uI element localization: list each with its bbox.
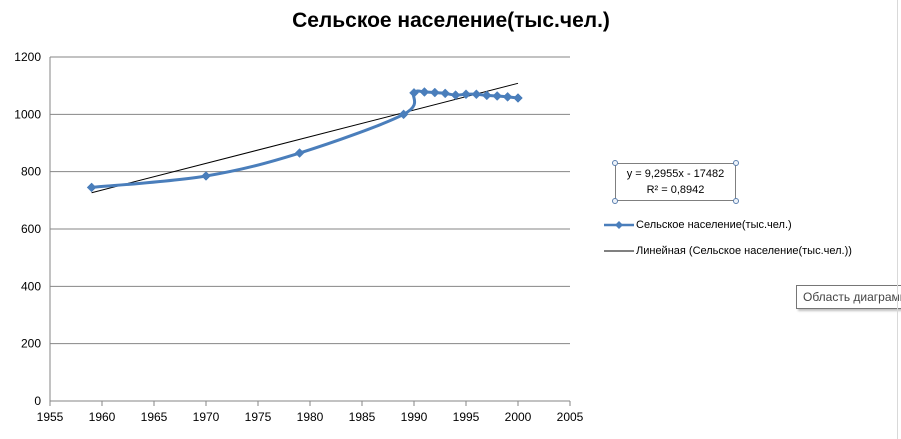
x-tick-label: 1960 [89,410,116,424]
y-tick-label: 400 [21,279,41,293]
x-tick-label: 1990 [401,410,428,424]
x-tick-label: 1985 [349,410,376,424]
trendline-equation: y = 9,2955x - 17482 [626,168,725,180]
resize-handle-bottom-left[interactable] [612,198,618,204]
resize-handle-bottom-right[interactable] [733,198,739,204]
series-line[interactable] [91,89,519,189]
resize-handle-top-right[interactable] [733,160,739,166]
data-point-marker[interactable] [409,87,419,98]
legend-trendline-label: Линейная (Сельское население(тыс.чел.)) [636,245,852,257]
x-tick-label: 2000 [505,410,532,424]
chart-title[interactable]: Сельское население(тыс.чел.) [292,9,610,32]
legend-item-trendline[interactable]: Линейная (Сельское население(тыс.чел.)) [604,245,852,257]
data-point-marker[interactable] [440,88,451,99]
data-point-marker[interactable] [429,87,440,98]
y-tick-label: 1000 [14,107,41,121]
x-tick-label: 2005 [557,410,584,424]
x-tick-label: 1970 [193,410,220,424]
data-point-marker[interactable] [513,93,523,103]
x-tick-label: 1955 [37,410,64,424]
legend-series-label: Сельское население(тыс.чел.) [636,219,792,231]
trendline[interactable] [91,82,519,194]
data-point-marker[interactable] [201,171,211,181]
y-tick-label: 1200 [14,50,41,64]
x-tick-label: 1980 [297,410,324,424]
chart-border-right [897,0,898,439]
data-point-marker[interactable] [398,109,409,120]
trendline-r-squared: R² = 0,8942 [646,184,705,196]
trendline-equation-label[interactable]: y = 9,2955x - 17482 R² = 0,8942 [615,163,736,201]
data-point-marker[interactable] [502,91,513,102]
x-tick-label: 1995 [453,410,480,424]
legend-item-series[interactable]: Сельское население(тыс.чел.) [604,219,792,231]
chart-area-tooltip: Область диаграммы [796,285,901,309]
x-tick-label: 1975 [245,410,272,424]
data-point-marker[interactable] [471,89,482,100]
data-point-marker[interactable] [461,89,471,100]
data-point-marker[interactable] [419,87,430,97]
data-point-marker[interactable] [450,90,461,100]
x-tick-label: 1965 [141,410,168,424]
y-tick-label: 600 [21,222,41,236]
resize-handle-top-left[interactable] [612,160,618,166]
y-tick-label: 0 [34,394,41,408]
legend-trendline-swatch [604,250,634,252]
legend-series-swatch [604,221,634,229]
y-tick-label: 800 [21,165,41,179]
data-point-marker[interactable] [86,182,97,193]
data-point-marker[interactable] [294,148,305,158]
data-point-marker[interactable] [481,90,492,101]
y-tick-label: 200 [21,337,41,351]
data-point-marker[interactable] [492,91,503,101]
